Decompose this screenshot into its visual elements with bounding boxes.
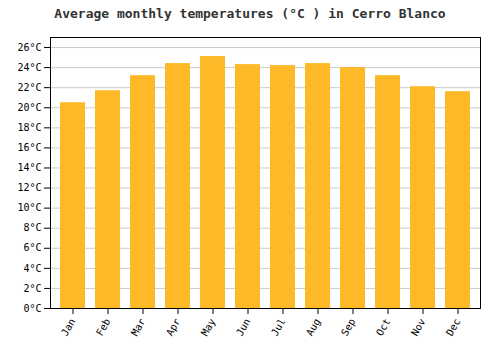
svg-text:Jan: Jan — [59, 317, 78, 338]
svg-text:4°C: 4°C — [23, 263, 41, 274]
svg-text:14°C: 14°C — [17, 162, 41, 173]
svg-text:24°C: 24°C — [17, 62, 41, 73]
svg-text:8°C: 8°C — [23, 222, 41, 233]
svg-text:Sep: Sep — [339, 317, 358, 338]
svg-text:Oct: Oct — [374, 317, 393, 338]
svg-text:Jul: Jul — [269, 317, 288, 338]
svg-text:12°C: 12°C — [17, 182, 41, 193]
svg-text:Aug: Aug — [304, 317, 323, 338]
svg-text:Feb: Feb — [94, 317, 113, 338]
svg-text:18°C: 18°C — [17, 122, 41, 133]
svg-text:6°C: 6°C — [23, 242, 41, 253]
svg-text:Nov: Nov — [409, 317, 428, 338]
svg-text:20°C: 20°C — [17, 102, 41, 113]
svg-text:May: May — [199, 317, 218, 338]
svg-text:2°C: 2°C — [23, 283, 41, 294]
svg-text:Jun: Jun — [234, 317, 253, 338]
svg-text:10°C: 10°C — [17, 202, 41, 213]
html-text:Average monthly temperatures (: Average monthly temperatures (°C ) in Ce… — [54, 6, 446, 21]
svg-text:Mar: Mar — [129, 317, 148, 338]
svg-text:26°C: 26°C — [17, 42, 41, 53]
svg-text:Apr: Apr — [164, 317, 183, 338]
svg-text:0°C: 0°C — [23, 303, 41, 314]
svg-text:16°C: 16°C — [17, 142, 41, 153]
svg-text:Dec: Dec — [444, 317, 463, 338]
svg-text:22°C: 22°C — [17, 82, 41, 93]
